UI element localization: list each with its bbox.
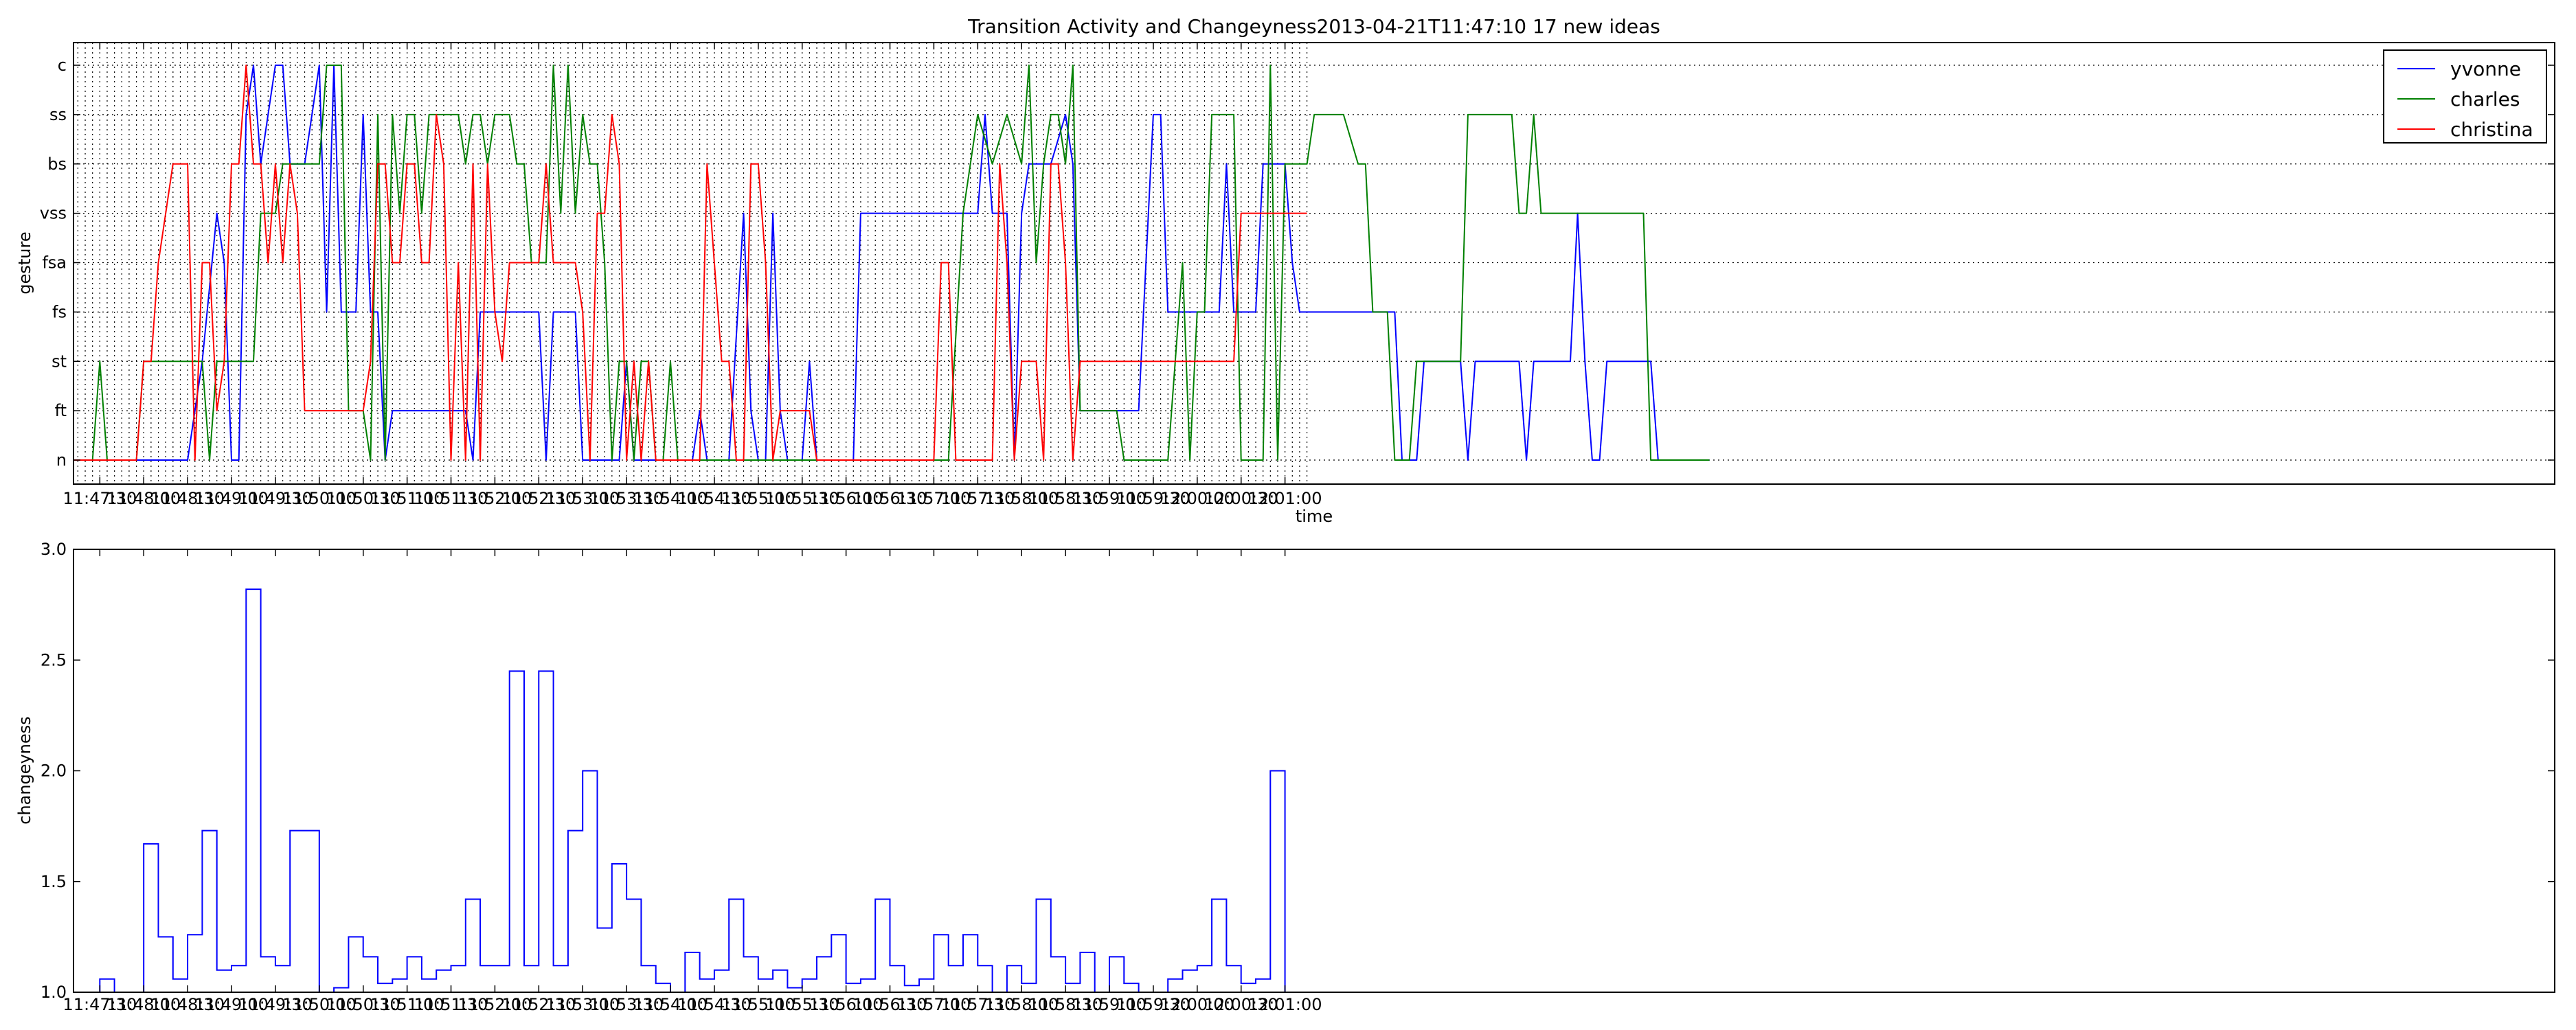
x-tick-label: 11:54:00 [633, 489, 708, 508]
x-tick-label: 11:55:00 [721, 995, 795, 1014]
x-tick-label: 11:56:00 [809, 489, 883, 508]
legend-label-christina: christina [2450, 118, 2533, 141]
y-tick-label: 2.0 [41, 762, 67, 781]
series-line-changeyness [74, 588, 1307, 993]
x-tick-label: 11:48:00 [106, 489, 181, 508]
y-tick-label: 2.5 [41, 650, 67, 670]
gesture-chart-frame [73, 42, 2555, 485]
y-tick-label: 1.5 [41, 872, 67, 891]
changeyness-chart-x-ticks: 11:47:3011:48:0011:48:3011:49:0011:49:30… [63, 549, 1322, 1014]
gesture-chart-legend: yvonne charles christina [2383, 49, 2547, 144]
x-tick-label: 11:58:00 [984, 489, 1059, 508]
x-tick-label: 12:00:30 [1204, 995, 1278, 1014]
x-tick-label: 11:56:00 [809, 995, 883, 1014]
x-tick-label: 11:59:30 [1116, 489, 1190, 508]
x-tick-label: 11:48:00 [106, 995, 181, 1014]
x-tick-label: 12:00:30 [1204, 489, 1278, 508]
x-tick-label: 12:01:00 [1248, 489, 1322, 508]
x-tick-label: 11:50:30 [326, 489, 400, 508]
x-tick-label: 11:57:30 [940, 995, 1015, 1014]
x-tick-label: 11:55:30 [765, 995, 839, 1014]
x-tick-label: 11:55:30 [765, 489, 839, 508]
changeyness-chart-y-ticks: 1.0 1.5 2.0 2.5 3.0 [41, 540, 2555, 1002]
gesture-chart: n ft st fs fsa vss bs ss c 11:47:3011:48:0011:48… [15, 42, 2555, 526]
series-line-yvonne [74, 65, 1710, 461]
x-tick-label: 11:53:00 [545, 995, 620, 1014]
x-tick-label: 11:49:00 [194, 995, 269, 1014]
x-tick-label: 11:55:00 [721, 489, 795, 508]
x-tick-label: 11:50:30 [326, 995, 400, 1014]
y-tick-label: ft [55, 401, 67, 420]
x-tick-label: 12:01:00 [1248, 995, 1322, 1014]
x-tick-label: 12:00:00 [1160, 995, 1234, 1014]
x-tick-label: 11:58:30 [1028, 995, 1103, 1014]
x-tick-label: 11:51:00 [370, 995, 444, 1014]
changeyness-chart-y-axis-label: changeyness [15, 716, 34, 825]
gesture-chart-x-axis-label: time [1296, 507, 1333, 526]
gesture-chart-y-ticks: n ft st fs fsa vss bs ss c [40, 56, 2555, 470]
x-tick-label: 11:56:30 [853, 995, 927, 1014]
x-tick-label: 11:57:00 [897, 995, 971, 1014]
series-line-christina [74, 65, 1307, 461]
x-tick-label: 11:53:30 [589, 489, 664, 508]
x-tick-label: 11:52:00 [458, 995, 532, 1014]
x-tick-label: 11:48:30 [150, 489, 225, 508]
y-tick-label: ss [49, 105, 67, 124]
x-tick-label: 11:57:00 [897, 489, 971, 508]
x-tick-label: 11:58:30 [1028, 489, 1103, 508]
x-tick-label: 11:48:30 [150, 995, 225, 1014]
x-tick-label: 11:49:30 [238, 995, 313, 1014]
changeyness-chart: 1.0 1.5 2.0 2.5 3.0 11:47:3011:48:0011:48:30… [15, 540, 2555, 1014]
y-tick-label: vss [40, 204, 67, 223]
x-tick-label: 11:50:00 [282, 489, 357, 508]
y-tick-label: st [52, 352, 67, 371]
legend-label-charles: charles [2450, 88, 2520, 111]
x-tick-label: 11:52:00 [458, 489, 532, 508]
gesture-chart-x-ticks: 11:47:3011:48:0011:48:3011:49:0011:49:30… [63, 43, 1322, 508]
changeyness-chart-series [74, 588, 1307, 993]
x-tick-label: 11:49:00 [194, 489, 269, 508]
y-tick-label: fsa [42, 253, 67, 273]
x-tick-label: 12:00:00 [1160, 489, 1234, 508]
x-tick-label: 11:47:30 [63, 489, 137, 508]
figure-title: Transition Activity and Changeyness2013-… [967, 15, 1660, 38]
gesture-chart-series [74, 65, 1710, 461]
x-tick-label: 11:51:30 [414, 995, 488, 1014]
x-tick-label: 11:59:00 [1072, 995, 1146, 1014]
x-tick-label: 11:49:30 [238, 489, 313, 508]
x-tick-label: 11:52:30 [501, 489, 576, 508]
y-tick-label: fs [52, 302, 67, 321]
y-tick-label: c [58, 56, 67, 75]
y-tick-label: 1.0 [41, 983, 67, 1002]
x-tick-label: 11:59:00 [1072, 489, 1146, 508]
x-tick-label: 11:58:00 [984, 995, 1059, 1014]
x-tick-label: 11:51:00 [370, 489, 444, 508]
x-tick-label: 11:53:00 [545, 489, 620, 508]
x-tick-label: 11:51:30 [414, 489, 488, 508]
x-tick-label: 11:59:30 [1116, 995, 1190, 1014]
x-tick-label: 11:56:30 [853, 489, 927, 508]
gesture-chart-y-axis-label: gesture [15, 231, 34, 294]
x-tick-label: 11:54:30 [677, 489, 752, 508]
x-tick-label: 11:54:30 [677, 995, 752, 1014]
legend-label-yvonne: yvonne [2450, 58, 2521, 80]
x-tick-label: 11:57:30 [940, 489, 1015, 508]
y-tick-label: 3.0 [41, 540, 67, 559]
x-tick-label: 11:54:00 [633, 995, 708, 1014]
x-tick-label: 11:53:30 [589, 995, 664, 1014]
y-tick-label: bs [47, 154, 67, 174]
x-tick-label: 11:52:30 [501, 995, 576, 1014]
x-tick-label: 11:50:00 [282, 995, 357, 1014]
x-tick-label: 11:47:30 [63, 995, 137, 1014]
legend-box [2383, 49, 2547, 144]
y-tick-label: n [56, 450, 67, 470]
